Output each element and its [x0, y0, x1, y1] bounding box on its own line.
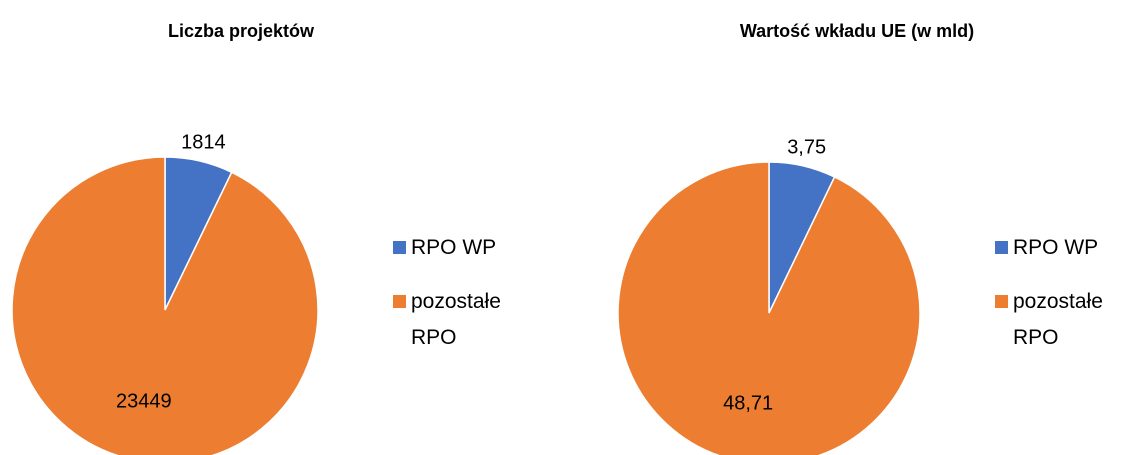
legend-swatch: [995, 295, 1008, 308]
legend-label: pozostałe RPO: [411, 290, 501, 349]
legend-label: RPO WP: [1013, 236, 1099, 259]
legend-item: RPO WP: [393, 230, 523, 266]
pie-slice: [11, 156, 319, 455]
legend-swatch: [393, 241, 406, 254]
data-label: 23449: [116, 391, 172, 413]
legend-item: pozostałe RPO: [995, 284, 1125, 356]
legend-label: RPO WP: [411, 236, 497, 259]
legend: RPO WP pozostałe RPO: [995, 230, 1125, 374]
data-label: 48,71: [723, 393, 773, 415]
legend-label: pozostałe RPO: [1013, 290, 1103, 349]
legend-swatch: [995, 241, 1008, 254]
chart-title: Wartość wkładu UE (w mld): [740, 21, 974, 41]
legend-swatch: [393, 295, 406, 308]
data-label: 1814: [181, 131, 226, 153]
pie-slice: [617, 161, 921, 455]
legend: RPO WP pozostałe RPO: [393, 230, 523, 374]
chart-title: Liczba projektów: [168, 21, 315, 41]
legend-item: RPO WP: [995, 230, 1125, 266]
legend-item: pozostałe RPO: [393, 284, 523, 356]
data-label: 3,75: [787, 136, 826, 158]
